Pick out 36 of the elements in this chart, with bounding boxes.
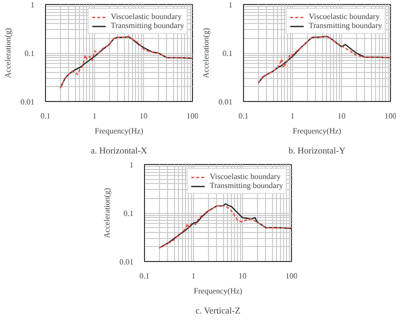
- y-axis-title: Acceleration(g): [102, 188, 112, 238]
- x-axis-title: Frequency(Hz): [194, 286, 243, 296]
- y-tick-label: 1: [228, 0, 232, 10]
- legend-label: Viscoelastic boundary: [210, 172, 281, 181]
- text: c. Vertical-Z: [196, 306, 240, 316]
- legend-label: Viscoelastic boundary: [308, 12, 380, 21]
- x-tick-label: 0.1: [238, 112, 248, 120]
- y-tick-label: 0.1: [124, 209, 134, 218]
- x-tick-label: 100: [384, 112, 396, 120]
- x-tick-label: 1: [92, 112, 96, 120]
- x-axis-title: Frequency(Hz): [94, 126, 144, 136]
- y-tick-label: 0.1: [24, 49, 34, 58]
- y-tick-label: 0.01: [20, 98, 34, 106]
- y-tick-label: 1: [30, 0, 34, 10]
- y-axis-title: Acceleration(g): [4, 28, 12, 78]
- x-tick-label: 10: [338, 112, 346, 120]
- x-tick-label: 1: [290, 112, 294, 120]
- y-tick-label: 0.01: [218, 98, 232, 106]
- y-tick-label: 0.01: [120, 258, 134, 266]
- text: a. Horizontal-X: [90, 146, 148, 156]
- y-axis-title: Acceleration(g): [202, 28, 210, 78]
- legend-label: Transmitting boundary: [210, 181, 283, 190]
- legend-label: Viscoelastic boundary: [110, 12, 182, 21]
- text: b. Horizontal-Y: [288, 146, 346, 156]
- legend-label: Transmitting boundary: [110, 21, 184, 30]
- y-tick-label: 0.1: [222, 49, 232, 58]
- legend-label: Transmitting boundary: [308, 21, 382, 30]
- x-tick-label: 1: [192, 272, 196, 280]
- x-tick-label: 100: [186, 112, 198, 120]
- x-tick-label: 0.1: [40, 112, 50, 120]
- x-tick-label: 100: [286, 272, 298, 280]
- x-tick-label: 10: [140, 112, 148, 120]
- y-tick-label: 1: [130, 160, 134, 170]
- x-axis-title: Frequency(Hz): [292, 126, 342, 136]
- x-tick-label: 10: [238, 272, 246, 280]
- x-tick-label: 0.1: [140, 272, 150, 280]
